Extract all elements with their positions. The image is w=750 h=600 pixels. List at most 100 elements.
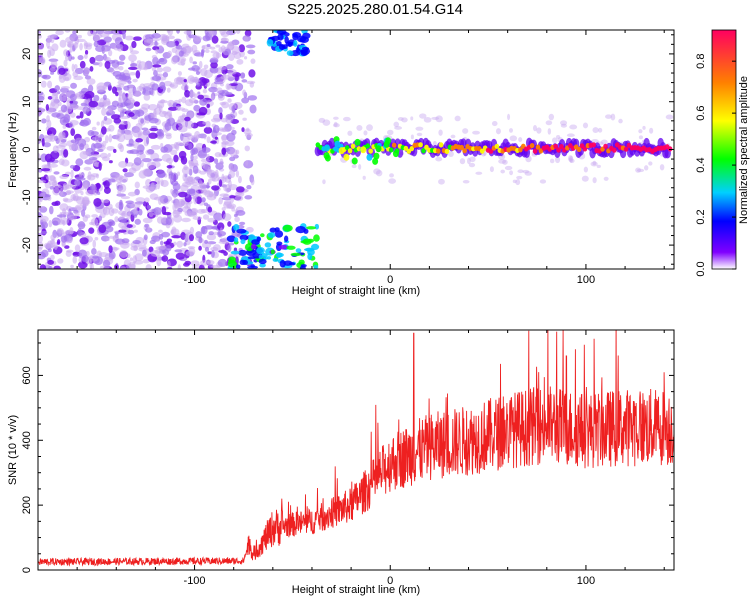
spectral-blob (226, 132, 236, 142)
spectral-blob (90, 106, 96, 111)
spectral-blob (138, 208, 143, 216)
spectral-blob (592, 127, 599, 134)
spectral-blob (592, 177, 597, 184)
spectral-blob (228, 170, 236, 179)
spectral-blob (597, 127, 603, 133)
snr-frame (37, 329, 675, 571)
spectral-blob (38, 211, 42, 216)
spectral-blob (300, 264, 307, 268)
spectral-blob (246, 184, 252, 190)
spectral-blob (166, 110, 173, 117)
spectral-blob (142, 83, 153, 87)
spectral-blob (210, 140, 217, 144)
spectral-blob (555, 156, 561, 164)
spectral-blob (234, 216, 240, 222)
spectral-blob (244, 195, 253, 200)
spectral-blob (512, 179, 517, 184)
spectral-blob (568, 157, 572, 161)
spectral-blob (188, 142, 193, 150)
spectral-blob (211, 264, 221, 269)
spectral-blob (151, 33, 161, 39)
spectral-blob (202, 214, 210, 220)
spectral-blob (129, 63, 138, 67)
spectral-blob (151, 54, 158, 59)
spectral-blob (48, 163, 59, 168)
spectral-blob (517, 169, 524, 174)
spectral-blob (600, 139, 608, 145)
spectral-blob (209, 59, 219, 64)
spectral-blob (189, 234, 194, 242)
spectral-blob (259, 263, 266, 268)
spectral-blob (71, 63, 75, 72)
spectral-blob (200, 226, 208, 235)
spectral-blob (167, 50, 173, 58)
spectral-blob (78, 252, 83, 257)
spectral-blob (82, 151, 89, 155)
spectral-blob (360, 146, 367, 154)
spectral-blob (130, 245, 139, 251)
spectral-blob (201, 78, 210, 84)
spectral-blob (218, 249, 227, 253)
spectral-blob (207, 206, 213, 213)
spectral-blob (324, 154, 331, 162)
spectral-blob (282, 224, 293, 232)
spectral-blob (208, 86, 218, 93)
spectral-blob (156, 180, 161, 190)
spectral-blob (58, 131, 66, 139)
spectral-blob (338, 147, 345, 155)
spectral-blob (218, 107, 223, 114)
spectral-blob (242, 89, 247, 96)
spectral-blob (227, 126, 235, 131)
spectral-blob (210, 61, 218, 69)
spectral-blob (127, 112, 135, 117)
spectral-blob (177, 171, 181, 177)
spectral-blob (46, 115, 50, 123)
spectral-blob (225, 92, 233, 96)
spectral-blob (276, 30, 287, 35)
spectral-blob (180, 84, 190, 91)
spectral-blob (39, 192, 46, 198)
spectral-blob (649, 127, 654, 134)
spectral-blob (214, 77, 221, 83)
spectral-blob (57, 101, 62, 107)
spectral-blob (72, 196, 82, 201)
spectral-blob (293, 40, 298, 47)
spectral-blob (66, 190, 75, 194)
spectral-blob (63, 149, 69, 158)
spectral-blob (69, 122, 73, 128)
spectral-blob (95, 182, 101, 189)
spectral-blob (164, 121, 172, 131)
spectral-blob (171, 180, 179, 186)
spectral-blob (74, 212, 80, 217)
spectral-blob (392, 150, 399, 158)
spectral-blob (272, 257, 279, 262)
spectral-blob (141, 127, 149, 131)
spectral-blob (569, 158, 575, 163)
spectral-blob (86, 78, 96, 85)
spectral-blob (118, 66, 124, 71)
spectral-blob (173, 77, 183, 84)
spectral-blob (240, 72, 246, 79)
spectral-blob (292, 33, 299, 41)
spectral-blob (97, 148, 104, 153)
spectral-blob (234, 237, 239, 243)
spectral-blob (61, 91, 71, 97)
spectral-blob (350, 143, 356, 149)
spectral-blob (126, 224, 133, 228)
spectral-blob (238, 249, 247, 256)
spectral-blob (146, 204, 151, 210)
spectral-blob (142, 217, 153, 224)
spectral-blob (60, 96, 68, 102)
spectral-blob (547, 128, 552, 135)
spectral-blob (333, 121, 338, 127)
spectral-blob (156, 257, 162, 267)
spectral-blob (135, 138, 143, 143)
spectral-blob (618, 118, 623, 124)
spectral-blob (416, 132, 423, 137)
spectral-blob (418, 142, 423, 148)
spectral-blob (242, 117, 247, 121)
spectral-blob (84, 91, 95, 99)
spectral-blob (147, 225, 151, 234)
spectral-blob (181, 166, 191, 175)
colorbar-tick-label: 0.0 (695, 261, 707, 276)
